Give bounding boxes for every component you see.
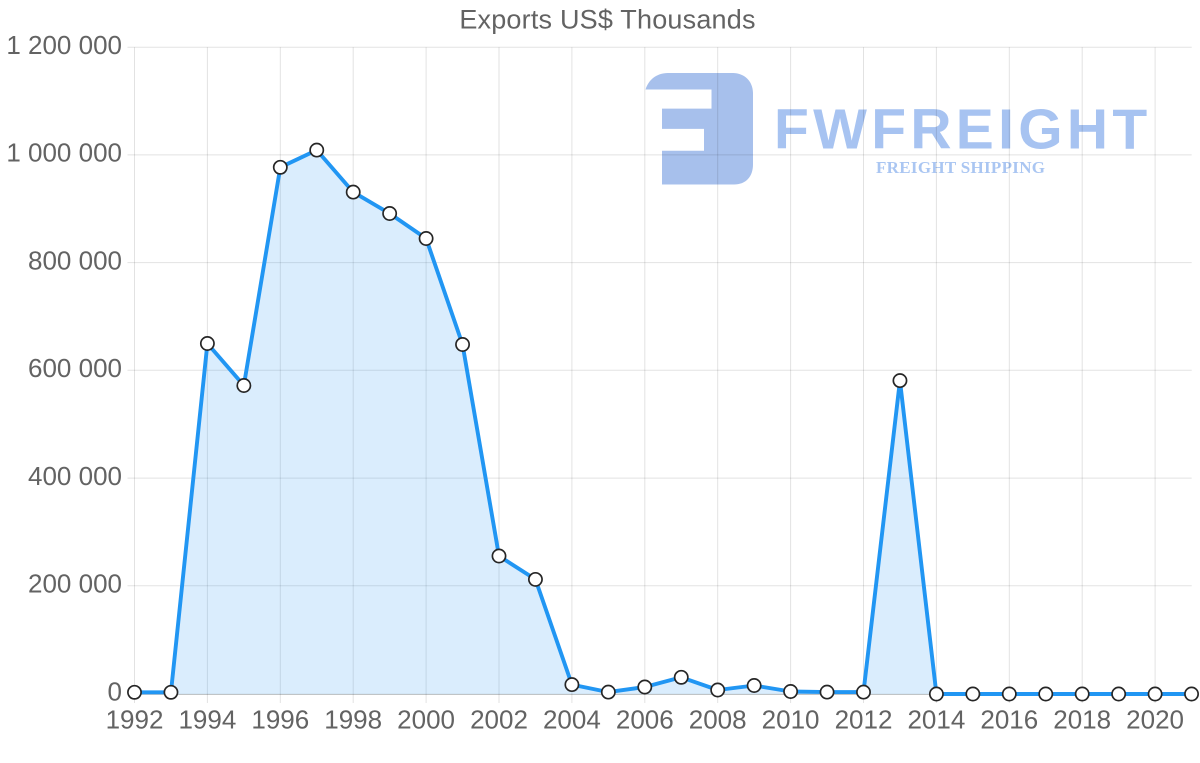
svg-text:2006: 2006	[616, 705, 674, 735]
svg-text:FWFREIGHT: FWFREIGHT	[774, 98, 1151, 162]
svg-text:1 000 000: 1 000 000	[6, 138, 122, 168]
svg-text:1996: 1996	[251, 705, 309, 735]
svg-text:0: 0	[108, 676, 122, 706]
svg-text:1 200 000: 1 200 000	[6, 30, 122, 60]
svg-text:2020: 2020	[1126, 705, 1184, 735]
svg-text:400 000: 400 000	[28, 461, 122, 491]
svg-text:2012: 2012	[835, 705, 893, 735]
svg-text:2008: 2008	[689, 705, 747, 735]
svg-text:1998: 1998	[324, 705, 382, 735]
svg-text:2010: 2010	[762, 705, 820, 735]
svg-text:FREIGHT SHIPPING: FREIGHT SHIPPING	[876, 158, 1045, 177]
svg-text:1994: 1994	[178, 705, 236, 735]
svg-text:2018: 2018	[1053, 705, 1111, 735]
svg-text:2014: 2014	[907, 705, 965, 735]
svg-text:600 000: 600 000	[28, 353, 122, 383]
svg-text:2016: 2016	[980, 705, 1038, 735]
svg-text:2004: 2004	[543, 705, 601, 735]
svg-text:200 000: 200 000	[28, 569, 122, 599]
svg-text:2002: 2002	[470, 705, 528, 735]
svg-text:1992: 1992	[106, 705, 164, 735]
svg-text:Exports US$ Thousands: Exports US$ Thousands	[459, 5, 755, 35]
svg-text:800 000: 800 000	[28, 245, 122, 275]
svg-text:2000: 2000	[397, 705, 455, 735]
